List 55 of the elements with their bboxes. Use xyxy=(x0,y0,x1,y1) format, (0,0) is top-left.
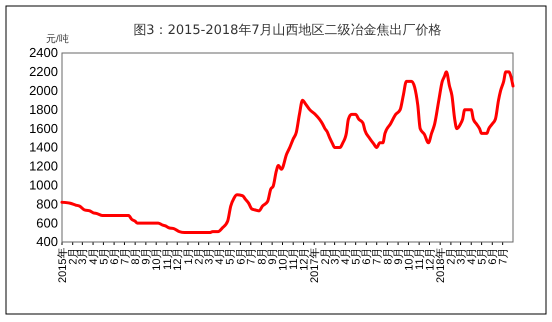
y-tick-label: 1800 xyxy=(29,102,58,117)
y-axis-title: 元/吨 xyxy=(46,33,69,45)
y-tick-label: 2000 xyxy=(29,82,58,98)
y-tick-label: 2200 xyxy=(29,64,58,80)
x-tick-label: 11月 xyxy=(414,248,426,270)
x-tick-label: 7月 xyxy=(246,248,258,265)
x-tick-label: 8月 xyxy=(382,248,394,265)
x-tick-label: 4月 xyxy=(88,248,100,265)
x-tick-label: 5月 xyxy=(350,248,362,265)
x-tick-label: 11月 xyxy=(288,248,300,270)
x-tick-label: 7月 xyxy=(498,248,510,265)
x-tick-label: 4月 xyxy=(466,248,478,265)
x-tick-label: 9月 xyxy=(266,248,279,265)
x-tick-label: 5月 xyxy=(224,248,237,265)
x-tick-label: 9月 xyxy=(140,248,153,265)
y-tick-label: 400 xyxy=(36,234,58,250)
x-tick-label: 12月 xyxy=(424,248,436,271)
x-tick-label: 2015年 xyxy=(56,248,69,283)
x-tick-label: 7月 xyxy=(119,248,132,265)
x-tick-label: 5月 xyxy=(98,248,110,265)
line-series xyxy=(60,70,514,234)
x-tick-label: 6月 xyxy=(108,248,121,265)
x-tick-label: 6月 xyxy=(361,248,374,265)
x-tick-label: 7月 xyxy=(372,248,384,265)
x-tick-label: 12月 xyxy=(298,248,310,271)
y-tick-label: 1000 xyxy=(29,177,58,192)
x-tick-label: 6月 xyxy=(487,248,500,265)
x-tick-label: 9月 xyxy=(392,248,405,265)
y-tick-label: 1200 xyxy=(29,158,58,174)
y-tick-label: 2400 xyxy=(29,45,58,60)
x-tick-label: 4月 xyxy=(340,248,352,265)
x-tick-label: 3月 xyxy=(329,248,342,265)
x-tick-label: 2月 xyxy=(320,248,332,265)
x-tick-label: 10月 xyxy=(403,248,416,271)
x-tick-label: 4月 xyxy=(214,248,226,265)
x-tick-label: 6月 xyxy=(235,248,248,265)
x-tick-label: 3月 xyxy=(77,248,90,265)
y-tick-label: 800 xyxy=(36,196,58,212)
x-tick-label: 2018年 xyxy=(435,248,448,283)
x-tick-label: 5月 xyxy=(476,248,488,265)
x-tick-label: 3月 xyxy=(204,248,216,265)
y-tick-label: 1400 xyxy=(29,140,58,155)
x-tick-label: 8月 xyxy=(130,248,142,265)
x-tick-label: 12月 xyxy=(172,248,184,271)
x-tick-label: 2月 xyxy=(193,248,206,265)
chart-title: 图3：2015-2018年7月山西地区二级冶金焦出厂价格 xyxy=(133,23,442,38)
x-tick-label: 10月 xyxy=(151,248,164,271)
x-tick-label: 11月 xyxy=(162,248,174,270)
x-tick-label: 10月 xyxy=(277,248,290,271)
y-tick-label: 1600 xyxy=(29,120,58,136)
x-tick-label: 1月 xyxy=(182,248,195,265)
x-tick-label: 8月 xyxy=(256,248,268,265)
x-tick-label: 3月 xyxy=(455,248,468,265)
y-tick-label: 600 xyxy=(36,215,58,230)
x-tick-label: 2017年 xyxy=(309,248,322,283)
